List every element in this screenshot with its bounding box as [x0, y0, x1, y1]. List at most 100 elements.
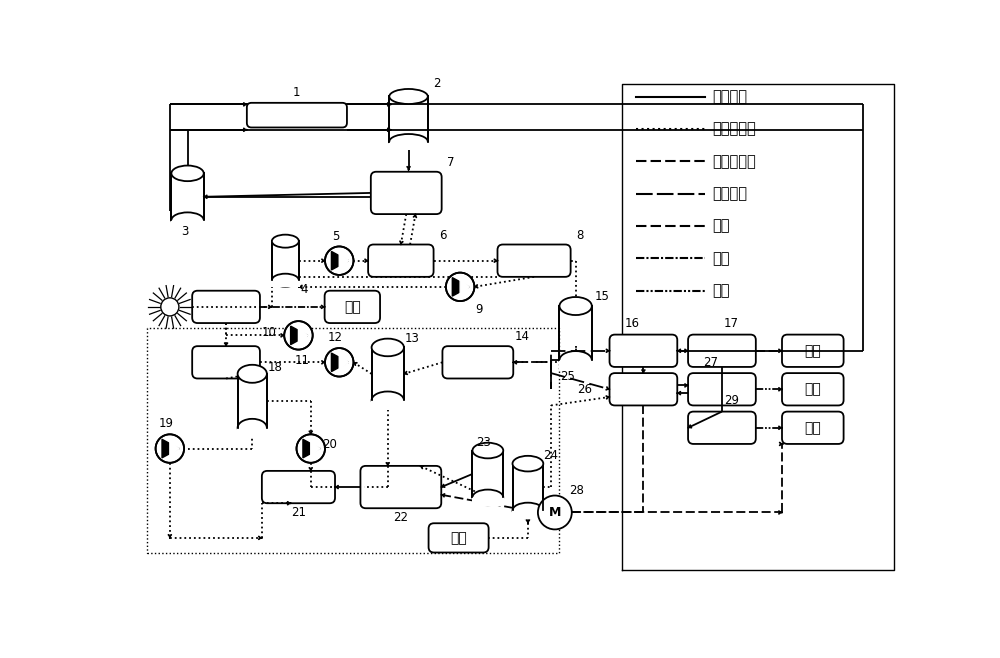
Circle shape [325, 247, 353, 275]
Text: 24: 24 [544, 449, 558, 463]
FancyBboxPatch shape [192, 346, 260, 378]
FancyBboxPatch shape [688, 412, 756, 444]
Text: 1: 1 [293, 86, 301, 99]
Polygon shape [460, 278, 469, 296]
FancyBboxPatch shape [782, 412, 844, 444]
Text: 21: 21 [291, 506, 306, 519]
Text: 发电: 发电 [344, 300, 361, 314]
Text: 供热: 供热 [713, 283, 730, 298]
Ellipse shape [171, 213, 204, 228]
FancyBboxPatch shape [610, 335, 677, 367]
Circle shape [297, 434, 325, 463]
Text: 17: 17 [724, 316, 739, 330]
Text: 8: 8 [576, 229, 584, 241]
Text: 3: 3 [182, 225, 189, 238]
Ellipse shape [513, 456, 543, 471]
Text: M: M [549, 506, 561, 519]
Polygon shape [331, 251, 349, 270]
Text: 23: 23 [477, 436, 491, 449]
FancyBboxPatch shape [371, 172, 442, 214]
Text: 机械能输送: 机械能输送 [713, 154, 756, 169]
Bar [559, 360, 593, 370]
Polygon shape [162, 440, 179, 458]
Text: 高温尾气: 高温尾气 [713, 186, 748, 201]
Text: 发电: 发电 [804, 420, 821, 435]
Ellipse shape [272, 274, 299, 287]
Text: 22: 22 [393, 511, 408, 524]
Polygon shape [291, 326, 308, 345]
Circle shape [538, 495, 572, 530]
Text: 26: 26 [578, 383, 593, 395]
Bar [171, 220, 205, 229]
Polygon shape [331, 353, 349, 372]
FancyBboxPatch shape [442, 346, 513, 378]
Text: 19: 19 [158, 417, 174, 430]
Text: 14: 14 [515, 330, 530, 343]
FancyBboxPatch shape [610, 373, 677, 405]
Circle shape [161, 298, 179, 316]
Polygon shape [311, 440, 320, 458]
Text: 25: 25 [560, 370, 575, 383]
FancyBboxPatch shape [325, 291, 380, 323]
Ellipse shape [272, 235, 299, 247]
Ellipse shape [472, 443, 503, 459]
Text: 18: 18 [268, 361, 283, 374]
FancyBboxPatch shape [368, 245, 434, 277]
Polygon shape [170, 440, 179, 458]
Bar [237, 428, 268, 438]
Ellipse shape [238, 365, 267, 383]
Ellipse shape [238, 419, 267, 437]
Text: 29: 29 [724, 394, 739, 407]
Text: 制冷: 制冷 [804, 343, 821, 358]
Bar [371, 400, 405, 410]
Bar [271, 280, 300, 288]
FancyBboxPatch shape [688, 373, 756, 405]
Text: 16: 16 [624, 316, 639, 330]
Text: 11: 11 [295, 353, 310, 367]
Text: 7: 7 [447, 156, 455, 169]
FancyBboxPatch shape [497, 245, 571, 277]
Ellipse shape [513, 503, 543, 519]
Ellipse shape [559, 351, 592, 369]
Text: 12: 12 [328, 331, 343, 344]
Text: 15: 15 [595, 290, 610, 303]
Circle shape [156, 434, 184, 463]
FancyBboxPatch shape [782, 373, 844, 405]
Ellipse shape [389, 134, 428, 149]
Text: 20: 20 [323, 438, 337, 451]
Text: 化学能输送: 化学能输送 [713, 122, 756, 136]
Text: 2: 2 [433, 78, 441, 90]
Ellipse shape [472, 490, 503, 505]
Text: 供热: 供热 [450, 531, 467, 545]
Text: 热能输送: 热能输送 [713, 89, 748, 104]
FancyBboxPatch shape [429, 523, 489, 553]
FancyBboxPatch shape [247, 103, 347, 128]
Circle shape [284, 321, 313, 349]
FancyBboxPatch shape [782, 335, 844, 367]
Text: 4: 4 [300, 284, 308, 297]
Text: 27: 27 [703, 356, 718, 369]
Polygon shape [303, 440, 320, 458]
Bar [472, 497, 504, 506]
Ellipse shape [372, 392, 404, 409]
Text: 28: 28 [569, 484, 584, 497]
Text: 供热: 供热 [804, 382, 821, 396]
Text: 发电: 发电 [713, 251, 730, 266]
FancyBboxPatch shape [192, 291, 260, 323]
Polygon shape [339, 251, 349, 270]
Text: 6: 6 [439, 229, 447, 241]
Ellipse shape [171, 166, 204, 181]
Ellipse shape [372, 339, 404, 356]
FancyBboxPatch shape [262, 471, 335, 503]
Bar [512, 511, 544, 519]
Polygon shape [452, 278, 469, 296]
Circle shape [446, 272, 474, 301]
Polygon shape [339, 353, 349, 372]
Text: 13: 13 [405, 332, 420, 345]
Ellipse shape [559, 297, 592, 315]
Bar [389, 141, 429, 150]
Text: 9: 9 [476, 303, 483, 316]
Circle shape [325, 348, 353, 376]
Ellipse shape [389, 89, 428, 104]
Text: 5: 5 [332, 230, 339, 243]
